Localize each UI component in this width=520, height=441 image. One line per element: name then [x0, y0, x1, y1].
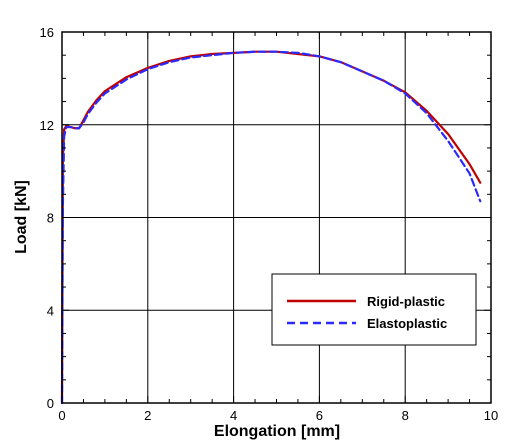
tick-labels: 0 2 4 6 8 10 0 4 8 12 16 [40, 25, 499, 423]
y-axis-title: Load [kN] [13, 180, 30, 254]
x-tick-label: 6 [316, 408, 323, 423]
series-layer [60, 50, 482, 405]
y-tick-label: 12 [40, 118, 54, 133]
y-tick-label: 8 [47, 211, 54, 226]
legend-label-rigid-plastic: Rigid-plastic [367, 294, 445, 309]
x-axis-title: Elongation [mm] [214, 423, 340, 440]
x-tick-label: 4 [230, 408, 237, 423]
legend-box [271, 273, 477, 346]
y-tick-label: 4 [47, 303, 54, 318]
x-tick-label: 2 [144, 408, 151, 423]
x-tick-label: 8 [402, 408, 409, 423]
y-tick-label: 0 [47, 396, 54, 411]
y-tick-label: 16 [40, 25, 54, 40]
legend-label-elastoplastic: Elastoplastic [367, 316, 447, 331]
legend: Rigid-plastic Elastoplastic [271, 273, 477, 346]
x-tick-label: 0 [58, 408, 65, 423]
x-tick-label: 10 [484, 408, 498, 423]
ticks [61, 31, 492, 404]
series-line-elastoplastic [60, 50, 482, 405]
